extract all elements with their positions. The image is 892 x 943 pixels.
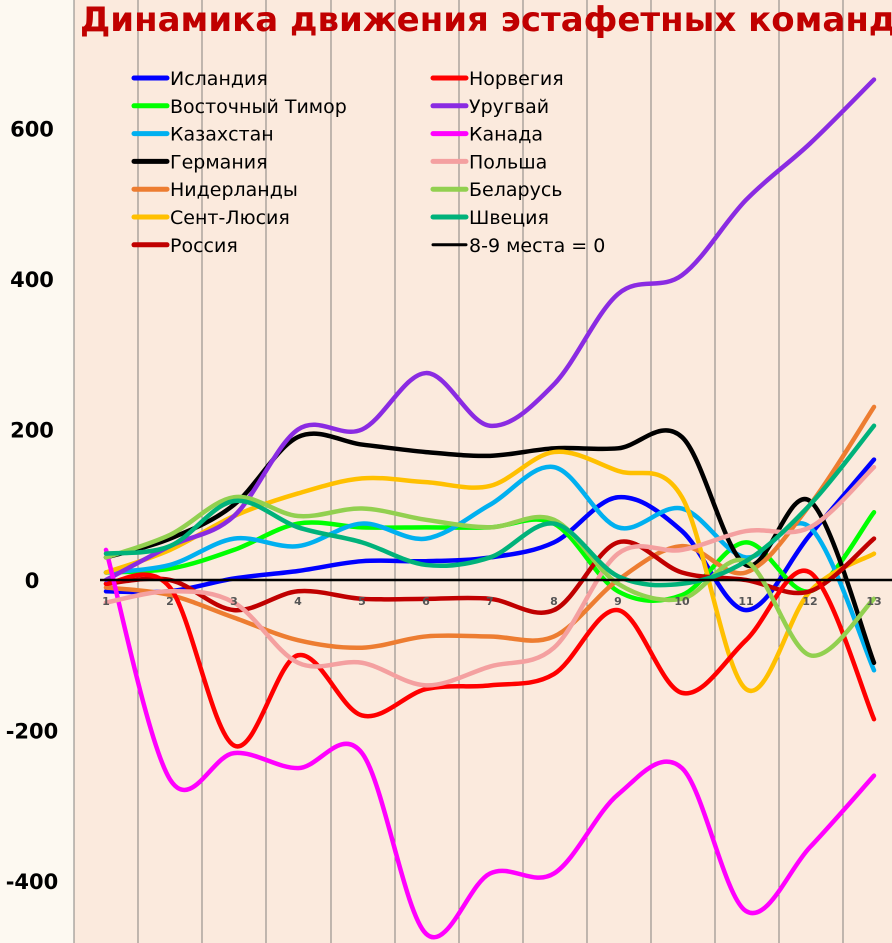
legend-label: Сент-Люсия [170,207,290,229]
legend-label: Канада [469,124,543,146]
legend-label: Казахстан [170,124,274,146]
legend-label: Швеция [469,207,549,229]
legend-label: Россия [170,235,238,257]
legend: Исландия Восточный Тимор Казахстан Германия… [131,68,605,257]
legend-label: Германия [170,151,268,173]
series-line-исландия [103,457,877,613]
y-tick-label: -200 [6,720,59,744]
series-line-беларусь [103,494,877,658]
legend-label: 8-9 места = 0 [469,235,605,257]
y-axis-ticks: 600 400 200 0 -200 -400 [6,118,59,895]
y-tick-label: -400 [6,870,59,894]
legend-label: Уругвай [469,96,549,118]
plot-background [74,0,892,943]
series-line-норвегия [103,568,877,749]
x-tick-label: 7 [486,595,494,608]
series-line-сент-люсия [103,449,877,694]
series-line-уругвай [103,77,877,583]
x-tick-label: 4 [294,595,302,608]
legend-label: Нидерланды [170,179,298,201]
x-tick-label: 9 [614,595,622,608]
y-tick-label: 0 [25,569,40,593]
x-tick-label: 12 [802,595,817,608]
x-axis-ticks: 1 2 3 4 5 6 7 8 9 10 11 12 13 [102,595,881,608]
legend-label: Исландия [170,68,268,90]
x-tick-label: 2 [166,595,174,608]
x-tick-label: 1 [102,595,110,608]
x-tick-label: 6 [422,595,430,608]
chart-title: Динамика движения эстафетных команд [80,0,892,40]
legend-label: Норвегия [469,68,564,90]
legend-label: Польша [469,151,547,173]
x-tick-label: 5 [358,595,366,608]
x-tick-label: 8 [550,595,558,608]
legend-label: Восточный Тимор [170,96,347,118]
series-line-польша [103,464,877,688]
y-tick-label: 200 [10,419,54,443]
x-tick-label: 3 [230,595,238,608]
y-tick-label: 600 [10,118,54,142]
y-tick-label: 400 [10,268,54,292]
x-tick-label: 11 [738,595,753,608]
series-line-канада [103,547,877,940]
legend-label: Беларусь [469,179,562,201]
x-tick-label: 13 [866,595,881,608]
series-line-швеция [103,423,877,588]
x-tick-label: 10 [674,595,690,608]
